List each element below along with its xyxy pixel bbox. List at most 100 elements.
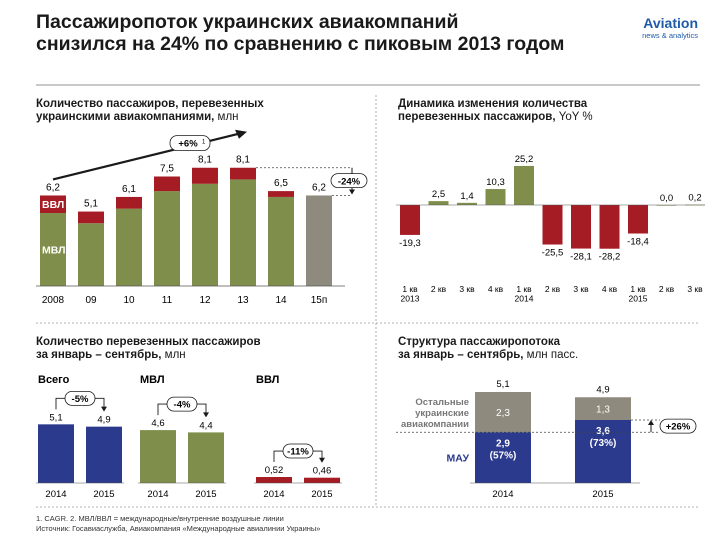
jansep-change-label-1: -4% [174,400,191,411]
annual-total-label-13: 8,1 [236,155,250,166]
yoy-value-label-1: 2,5 [432,189,445,200]
annual-cagr-note: 1 [202,140,206,146]
structure-series-label-mau: МАУ [447,453,470,465]
annual-total-label-14: 6,5 [274,178,288,189]
annual-chart: 6,2 2008 5,1 09 6,1 10 7,5 11 8,1 12 8,1 13 6,5 14 6,2… [36,129,368,306]
title-line-2: снизился на 24% по сравнению с пиковым 2… [36,33,565,55]
jansep-change-badge-2 [282,443,314,459]
jansep-value-label-0-0: 5,1 [49,412,62,423]
jansep-bar-1-1 [188,432,224,483]
annual-total-label-11: 7,5 [160,164,174,175]
yoy-bar-3 [485,189,506,205]
structure-mau-label-2015: 3,6 [596,426,610,437]
annual-title-line-2: украинскими авиакомпаниями, [36,111,215,123]
annual-total-label-12: 8,1 [198,155,212,166]
jansep-title-line-2: за январь – сентябрь, [36,349,162,361]
jansep-value-label-1-1: 4,4 [199,420,212,431]
jansep-bar-0-1 [86,426,122,483]
structure-series-label-others-1: украинские [415,408,469,419]
jansep-category-label-2-0: 2014 [263,489,284,500]
structure-chart-title: Структура пассажиропотока за январь – се… [398,336,578,362]
structure-others-label-2015: 1,3 [596,405,610,416]
annual-category-label-14: 14 [275,295,287,306]
jansep-change-badge-0 [64,390,96,406]
annual-change-arrowhead [349,189,355,195]
yoy-value-label-8: -18,4 [627,237,649,248]
logo-main-text: Aviation [643,15,698,31]
annual-category-label-10: 10 [123,295,135,306]
logo-sub-text: news & analytics [642,31,698,40]
annual-category-label-11: 11 [162,295,173,306]
yoy-category-label-4-0: 1 кв [516,284,532,294]
structure-total-label-2014: 5,1 [496,379,509,390]
annual-series-label-mvl: МВЛ [42,245,65,257]
annual-mvl-bar-14 [268,196,294,286]
annual-mvl-bar-11 [154,191,180,286]
jansep-value-label-1-0: 4,6 [151,418,164,429]
jansep-title-line-1: Количество перевезенных пассажиров [36,336,261,348]
jansep-chart: Всего 5,1 2014 4,9 2015 -5% МВЛ 4,6 2014 4,4 2015 -… [36,374,342,500]
jansep-value-label-2-0: 0,52 [265,465,284,476]
annual-category-label-13: 13 [237,295,249,306]
jansep-title-unit: млн [161,349,186,361]
yoy-category-label-1-0: 2 кв [431,284,447,294]
annual-category-label-09: 09 [85,295,97,306]
annual-vvl-bar-10 [116,196,142,209]
structure-change-arrowhead [648,420,654,425]
annual-vvl-bar-12 [192,167,218,184]
yoy-title-line-2: перевезенных пассажиров, [398,111,556,123]
annual-change-label: -24% [338,177,361,188]
structure-category-label-2015: 2015 [592,489,613,500]
yoy-category-label-4-1: 2014 [515,294,534,304]
annual-title-unit: млн [214,111,239,123]
structure-series-label-others-2: авиакомпании [401,419,469,430]
footnote-line-2: Источник: Госавиаслужба, Авиакомпания «М… [36,523,321,533]
jansep-group-label-1: МВЛ [140,374,165,386]
jansep-change-arrowhead-2 [319,457,325,463]
jansep-category-label-2-1: 2015 [311,489,332,500]
yoy-category-label-8-1: 2015 [629,294,648,304]
annual-mvl-bar-12 [192,183,218,286]
jansep-category-label-1-0: 2014 [147,489,168,500]
jansep-bar-1-0 [140,430,176,483]
jansep-bar-2-0 [256,477,292,483]
jansep-change-arrowhead-0 [101,406,107,412]
annual-mvl-bar-10 [116,208,142,286]
yoy-category-label-6-0: 3 кв [573,284,589,294]
structure-category-label-2014: 2014 [492,489,513,500]
yoy-category-label-0-1: 2013 [401,294,420,304]
structure-change-label: +26% [666,422,691,433]
annual-category-label-15п: 15п [311,295,328,306]
annual-title-line-1: Количество пассажиров, перевезенных [36,98,264,110]
yoy-value-label-0: -19,3 [399,238,421,249]
annual-vvl-bar-11 [154,176,180,192]
yoy-title-line-1: Динамика изменения количества [398,98,588,110]
annual-total-label-09: 5,1 [84,199,98,210]
jansep-change-badge-1 [166,396,198,412]
footnote-line-1: 1. CAGR. 2. МВЛ/ВВЛ = международные/внут… [36,514,284,523]
yoy-bar-1 [428,201,449,205]
annual-vvl-bar-13 [230,167,256,180]
structure-mau-bar-2014 [475,432,531,483]
structure-title-unit: млн пасс. [523,349,579,361]
yoy-value-label-4: 25,2 [515,154,534,165]
annual-category-label-2008: 2008 [42,295,65,306]
annual-total-label-10: 6,1 [122,184,136,195]
yoy-value-label-7: -28,2 [599,252,621,263]
structure-chart: 2,9(57%) 2,3 5,1 2014 3,6(73%) 1,3 4,9 2015 МАУ О… [396,379,697,500]
yoy-category-label-3-0: 4 кв [488,284,504,294]
jansep-change-arrowhead-1 [203,412,209,418]
yoy-category-label-10-0: 3 кв [687,284,703,294]
yoy-value-label-6: -28,1 [570,252,592,263]
jansep-group-label-2: ВВЛ [256,374,279,386]
structure-total-label-2015: 4,9 [596,384,609,395]
jansep-change-label-2: -11% [287,447,309,458]
annual-total-label-2008: 6,2 [46,182,60,193]
yoy-chart-title: Динамика изменения количества перевезенн… [398,98,593,124]
aviation-logo: Aviation news & analytics [642,15,698,41]
yoy-value-label-9: 0,0 [660,193,673,204]
jansep-category-label-0-1: 2015 [93,489,114,500]
structure-mau-bar-2015 [575,420,631,483]
annual-category-label-12: 12 [199,295,211,306]
